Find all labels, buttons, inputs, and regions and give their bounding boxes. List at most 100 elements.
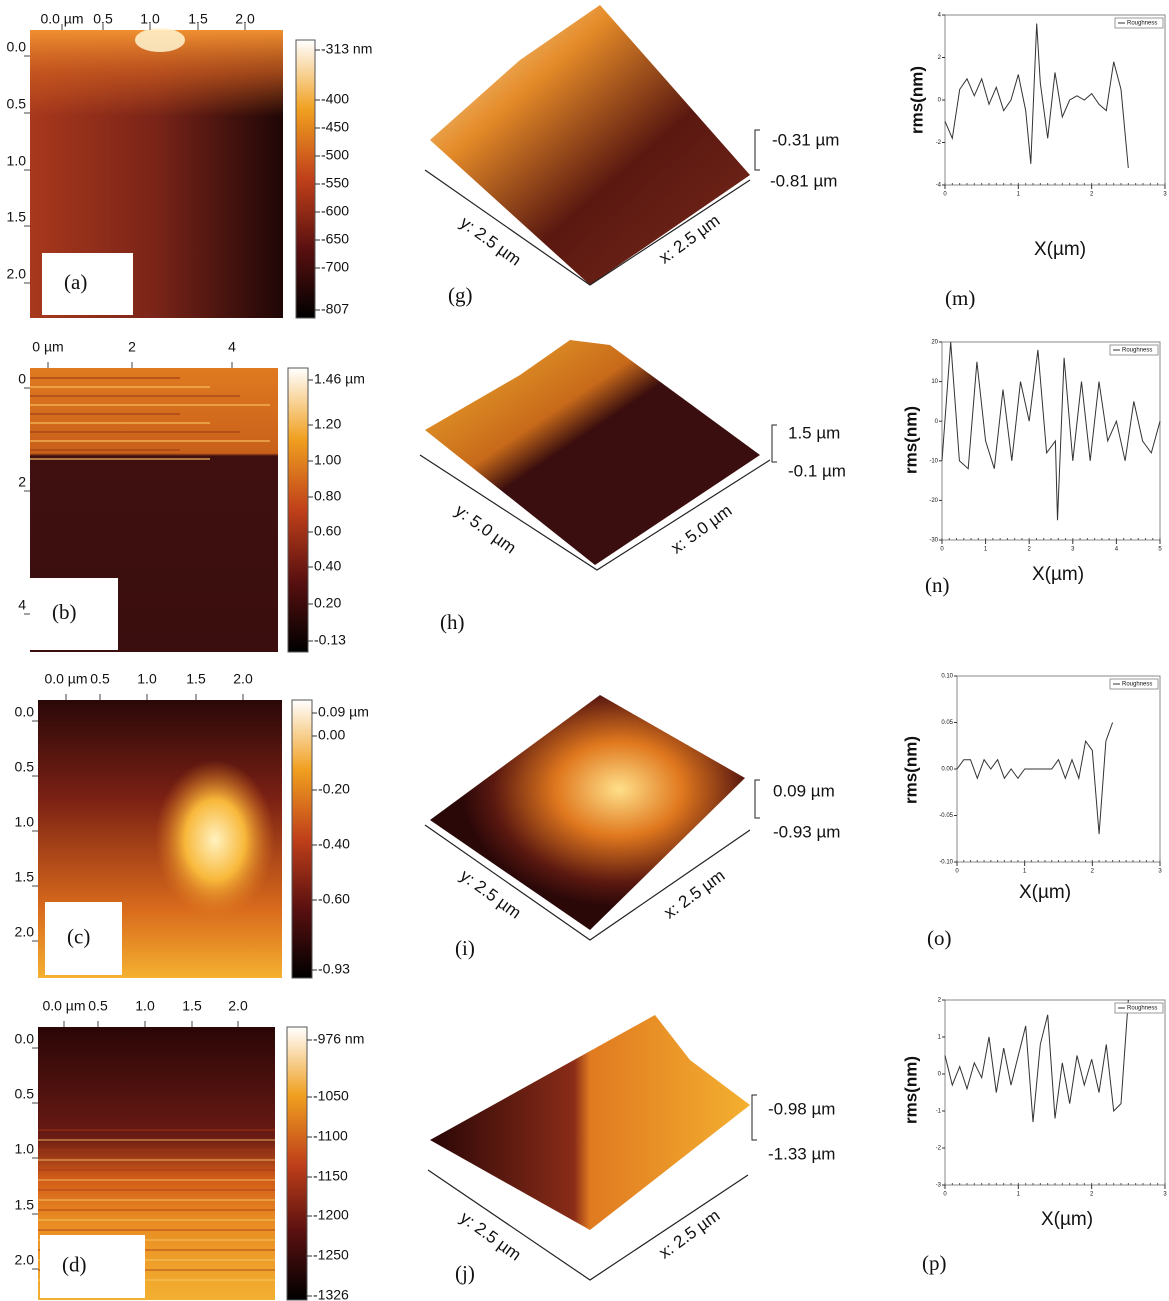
z-bottom-label: -1.33 µm [768, 1144, 835, 1163]
y-tick-label: 0.00 [941, 767, 953, 773]
x-tick-label: 1 [1017, 1192, 1021, 1198]
y-axis-label: y: 2.5 µm [457, 1208, 525, 1265]
profile-line [945, 24, 1128, 169]
x-tick-label: 3 [1163, 192, 1167, 198]
z-bottom-label: -0.93 µm [773, 822, 840, 841]
y-tick-label: 2 [938, 55, 942, 61]
y-tick-label: 0.0 [15, 1031, 35, 1047]
y-tick-label: 1.0 [15, 1141, 35, 1157]
x-tick-label: 0 [940, 547, 944, 553]
y-tick-label: -10 [929, 458, 938, 464]
colorbar-label: -1250 [313, 1247, 349, 1263]
colorbar-label: 0.80 [314, 488, 341, 504]
x-tick-label: 0 [943, 192, 947, 198]
profile-line [957, 723, 1113, 835]
panel-label: (c) [67, 924, 90, 948]
x-tick-label: 1.0 [135, 998, 155, 1014]
x-tick-label: 1 [984, 547, 988, 553]
y-tick-label: 0.0 [7, 39, 27, 55]
z-top-label: -0.98 µm [768, 1099, 835, 1118]
colorbar-label: -700 [321, 259, 349, 275]
x-tick-label: 2 [128, 339, 136, 355]
x-axis-label: X(µm) [1019, 882, 1071, 903]
colorbar-label: -400 [321, 91, 349, 107]
x-tick-label: 4 [1115, 547, 1119, 553]
y-tick-label: 10 [931, 379, 938, 385]
plot-frame [957, 676, 1160, 862]
y-tick-label: 1.5 [7, 209, 27, 225]
y-tick-label: 2.0 [15, 1252, 35, 1268]
y-tick-label: 0 [18, 371, 26, 387]
y-tick-label: 1 [938, 1035, 942, 1041]
x-tick-label: 5 [1158, 547, 1162, 553]
y-axis-label: y: 5.0 µm [452, 501, 520, 558]
y-tick-label: 2 [938, 998, 942, 1004]
x-axis-label: X(µm) [1034, 239, 1086, 260]
y-tick-label: 0.0 [15, 704, 35, 720]
z-bottom-label: -0.1 µm [788, 461, 846, 480]
x-tick-label: 0.0 µm [44, 671, 87, 687]
x-tick-label: 0.0 µm [42, 998, 85, 1014]
y-tick-label: 2.0 [7, 266, 27, 282]
y-axis-label: rms(nm) [901, 406, 920, 474]
legend-label: Roughness [1122, 348, 1152, 354]
colorbar-label: -1150 [313, 1168, 348, 1184]
profile-line [942, 342, 1160, 520]
x-tick-label: 2.0 [233, 671, 253, 687]
colorbar-label: -650 [321, 231, 349, 247]
colorbar [296, 40, 315, 318]
legend-label: Roughness [1122, 682, 1152, 688]
y-tick-label: -0.05 [939, 813, 953, 819]
colorbar-label: -1050 [313, 1088, 349, 1104]
x-tick-label: 0 µm [32, 339, 63, 355]
plot-frame [945, 15, 1165, 185]
y-tick-label: 0 [938, 1072, 942, 1078]
x-tick-label: 2 [1090, 192, 1094, 198]
z-top-label: -0.31 µm [772, 130, 839, 149]
z-scale [755, 130, 760, 170]
afm-feature [135, 28, 185, 52]
label-box [40, 1235, 145, 1298]
x-axis-label: X(µm) [1041, 1209, 1093, 1230]
colorbar-label: -600 [321, 203, 349, 219]
z-scale [752, 1095, 757, 1140]
x-tick-label: 0.5 [90, 671, 110, 687]
x-tick-label: 1 [1023, 869, 1027, 875]
y-tick-label: 0.05 [941, 720, 953, 726]
y-tick-label: -20 [929, 498, 938, 504]
colorbar-label: 0.09 µm [318, 704, 369, 720]
y-axis-label: rms(nm) [901, 1056, 920, 1124]
colorbar-label: -0.93 [318, 961, 350, 977]
legend-label: Roughness [1127, 1006, 1157, 1012]
x-tick-label: 2 [1091, 869, 1095, 875]
panel-label: (m) [945, 286, 975, 310]
y-tick-label: 0 [938, 98, 942, 104]
colorbar-label: 1.00 [314, 452, 341, 468]
y-tick-label: -30 [929, 538, 938, 544]
x-tick-label: 3 [1158, 869, 1162, 875]
x-axis-label: X(µm) [1032, 564, 1084, 585]
y-tick-label: -2 [936, 140, 942, 146]
y-tick-label: 0.5 [15, 759, 35, 775]
panel-label: (b) [52, 600, 77, 624]
colorbar-label: -0.60 [318, 891, 350, 907]
colorbar-label: 0.00 [318, 727, 345, 743]
z-bottom-label: -0.81 µm [770, 171, 837, 190]
z-scale [755, 780, 760, 818]
y-tick-label: 0.10 [941, 674, 953, 680]
y-axis-label: y: 2.5 µm [457, 213, 525, 270]
colorbar-label: -1200 [313, 1207, 349, 1223]
y-tick-label: -2 [936, 1146, 942, 1152]
panel-label: (p) [922, 1251, 947, 1275]
y-tick-label: -0.10 [939, 860, 953, 866]
y-tick-label: -1 [936, 1109, 942, 1115]
colorbar-label: -1326 [313, 1287, 349, 1301]
plot-frame [942, 342, 1160, 540]
colorbar-label: -976 nm [313, 1031, 364, 1047]
colorbar-label: 1.20 [314, 416, 341, 432]
z-top-label: 1.5 µm [788, 423, 840, 442]
y-tick-label: 0.5 [7, 96, 27, 112]
x-tick-label: 2.0 [228, 998, 248, 1014]
y-tick-label: 2 [18, 474, 26, 490]
panel-label: (a) [64, 270, 87, 294]
